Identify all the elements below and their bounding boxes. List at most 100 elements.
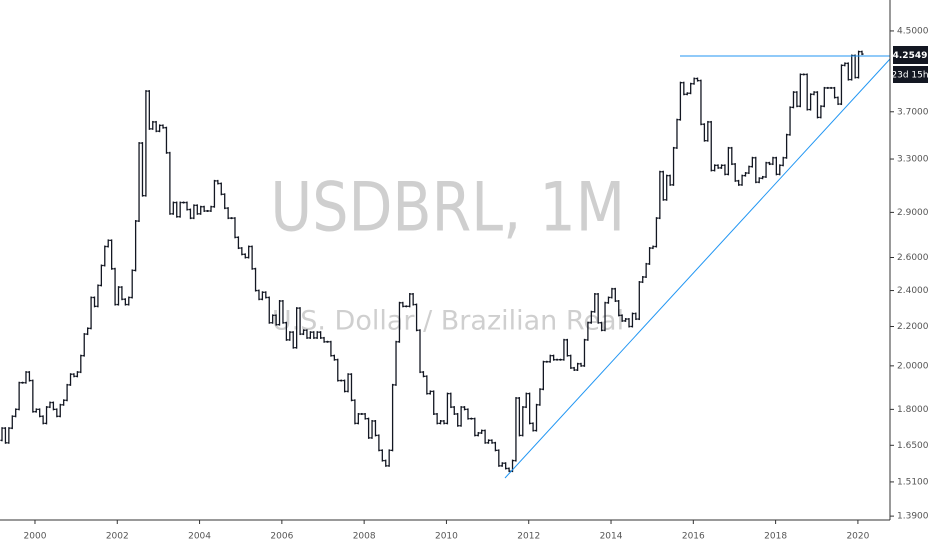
ohlc-bar	[576, 362, 580, 372]
y-tick-label: 2.4000	[897, 286, 929, 296]
ohlc-bar	[192, 204, 196, 220]
ohlc-bar	[685, 92, 689, 96]
watermark-title: USDBRL, 1M	[270, 168, 625, 247]
y-tick-label: 1.5100	[897, 477, 929, 487]
ohlc-bar	[99, 264, 103, 287]
ohlc-bar	[284, 321, 288, 341]
ohlc-bar	[832, 86, 837, 99]
x-tick-label: 2012	[517, 532, 540, 542]
price-label: 4.2549	[893, 51, 928, 61]
ohlc-bar	[106, 239, 110, 248]
ohlc-bar	[644, 262, 648, 279]
ohlc-bar	[401, 301, 405, 308]
ohlc-bar	[702, 123, 706, 142]
ohlc-bar	[134, 220, 138, 272]
ohlc-bar	[291, 331, 295, 349]
ohlc-bar	[579, 362, 583, 367]
ohlc-bar	[733, 163, 737, 182]
ohlc-bar	[596, 293, 600, 324]
ohlc-bar	[295, 307, 299, 349]
ohlc-bar	[404, 305, 408, 308]
ohlc-bar	[322, 336, 326, 343]
ohlc-bar	[514, 397, 518, 462]
ohlc-bar	[315, 331, 319, 339]
ohlc-bar	[524, 392, 528, 409]
ohlc-bar	[826, 86, 830, 89]
ohlc-bar	[339, 379, 343, 382]
y-tick-label: 3.3000	[897, 155, 929, 165]
ohlc-bar	[548, 354, 552, 363]
ohlc-bar	[689, 82, 693, 95]
ohlc-bar	[301, 329, 306, 336]
ohlc-bar	[476, 431, 480, 437]
ohlc-bar	[675, 118, 679, 149]
ohlc-bar	[277, 300, 282, 326]
ohlc-bar	[161, 124, 165, 129]
ohlc-bar	[14, 408, 18, 418]
ohlc-bar	[181, 201, 186, 204]
ohlc-bar	[62, 399, 66, 406]
ohlc-bar	[414, 303, 419, 332]
ohlc-bar	[528, 392, 532, 425]
ohlc-bar	[462, 406, 467, 411]
ohlc-bar	[65, 383, 69, 402]
ohlc-bar	[229, 217, 234, 220]
ohlc-bar	[582, 338, 587, 367]
ohlc-bar	[48, 401, 52, 409]
ohlc-bar	[798, 73, 802, 108]
ohlc-bar	[384, 459, 388, 467]
ohlc-bar	[435, 412, 439, 425]
ohlc-bar	[469, 417, 474, 420]
ohlc-bar	[822, 86, 826, 108]
y-tick-label: 2.2000	[897, 322, 929, 332]
ohlc-bar	[486, 439, 491, 444]
ohlc-bar	[730, 146, 734, 166]
ohlc-bar	[473, 417, 477, 437]
ohlc-bar	[695, 77, 700, 82]
ohlc-bar	[96, 284, 100, 308]
ohlc-bar	[764, 161, 768, 178]
y-tick-label: 1.6500	[897, 441, 929, 451]
y-tick-label: 4.5000	[897, 26, 929, 36]
ohlc-bar	[517, 397, 521, 437]
plot	[0, 50, 864, 473]
ohlc-bar	[116, 286, 121, 306]
y-tick-label: 2.0000	[897, 361, 929, 371]
ohlc-bar	[610, 287, 614, 299]
ohlc-bar	[123, 298, 127, 306]
ohlc-bar	[521, 406, 525, 437]
ohlc-bar	[600, 321, 604, 332]
ohlc-bar	[623, 318, 628, 322]
ohlc-bar	[3, 427, 8, 444]
ohlc-bar	[706, 120, 710, 142]
price-label-box	[893, 46, 928, 64]
ohlc-bar	[737, 179, 741, 186]
ohlc-bar	[456, 412, 460, 427]
ohlc-bar	[839, 64, 844, 106]
ohlc-bar	[336, 358, 340, 382]
ohlc-bar	[110, 239, 114, 270]
ohlc-bar	[692, 77, 696, 85]
x-tick-label: 2010	[435, 532, 458, 542]
y-tick-label: 1.8000	[897, 405, 929, 415]
ohlc-bar	[647, 247, 652, 265]
ohlc-bar	[202, 205, 206, 212]
ohlc-bar	[658, 170, 662, 220]
ohlc-bar	[343, 379, 347, 393]
ohlc-bar	[312, 331, 316, 339]
ohlc-bar	[809, 93, 813, 111]
ohlc-bar	[151, 120, 155, 130]
x-tick-label: 2002	[106, 532, 129, 542]
ohlc-bar	[771, 156, 775, 166]
ohlc-bar	[493, 441, 497, 452]
ohlc-bar	[31, 379, 35, 413]
ohlc-bar	[72, 373, 76, 378]
ohlc-bar	[641, 276, 645, 284]
ohlc-bar	[113, 267, 117, 306]
ohlc-bar	[459, 406, 463, 427]
x-tick-label: 2008	[353, 532, 376, 542]
ohlc-bar	[432, 390, 436, 415]
ohlc-bar	[709, 120, 713, 172]
ohlc-bar	[699, 79, 703, 126]
